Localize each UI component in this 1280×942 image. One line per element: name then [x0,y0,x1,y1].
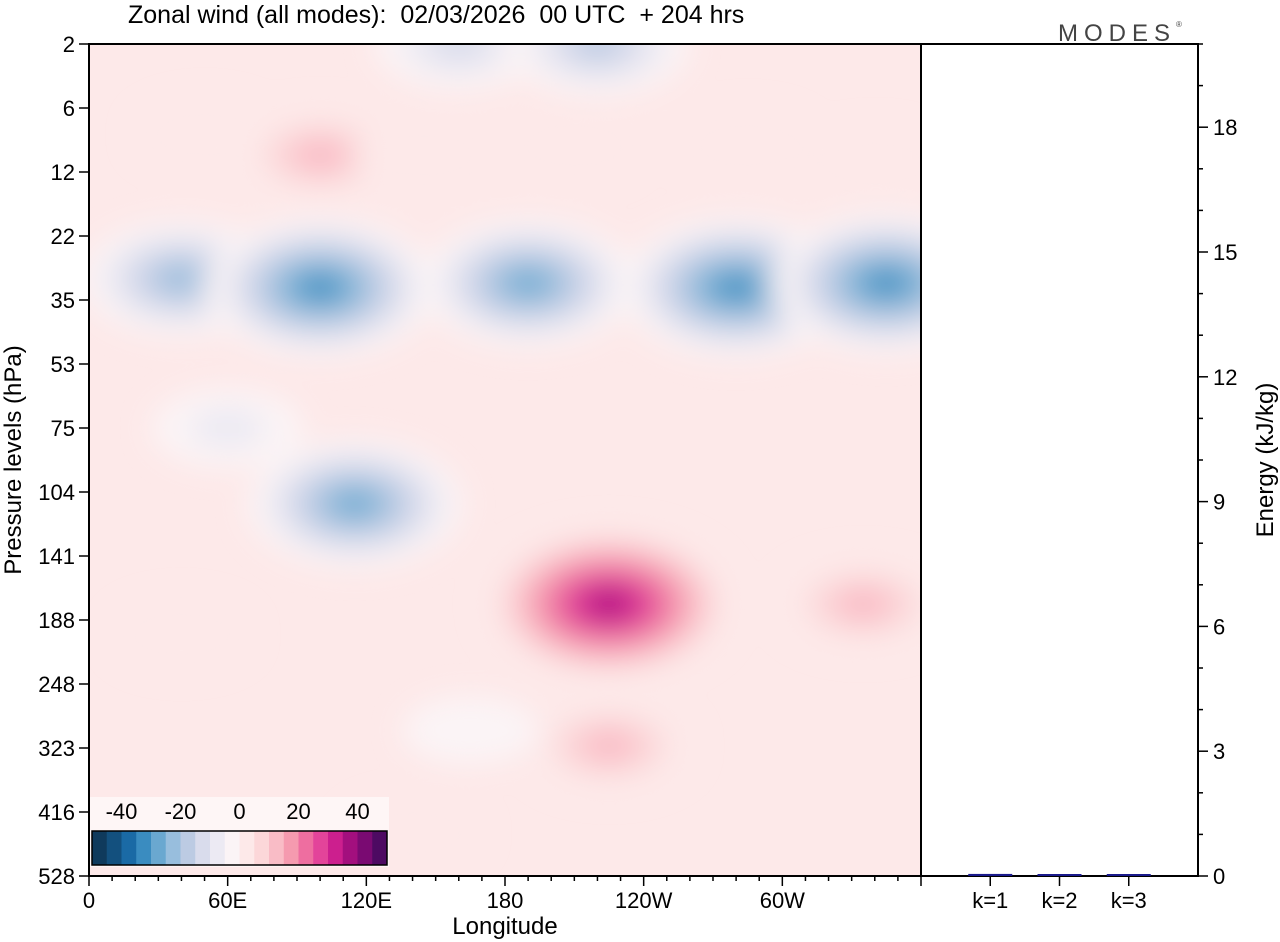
colorbar-swatch [269,831,285,865]
colorbar-swatch [121,831,137,865]
y-tick-label: 6 [63,96,75,121]
energy-frame [920,43,1199,877]
y-tick-label: 35 [51,288,75,313]
y-axis: 2 6 12 22 35 53 75 104 141 188 248 323 416 528 [38,32,89,889]
energy-tick-label: 6 [1213,614,1225,639]
energy-tick-label: 15 [1213,240,1237,265]
colorbar-label: -40 [106,799,138,824]
x-tick-label: 120W [615,888,673,913]
colorbar: -40 -20 0 20 40 [90,797,389,867]
colorbar-label: 40 [345,799,369,824]
y-tick-label: 416 [38,800,75,825]
colorbar-frame [91,830,388,866]
colorbar-swatch [372,831,388,865]
y-axis-label: Pressure levels (hPa) [0,345,27,574]
wind-contour-19-1 [402,696,539,765]
wind-contour-1-3 [292,139,349,171]
colorbar-swatch [151,831,167,865]
chart-title: Zonal wind (all modes): 02/03/2026 00 UT… [128,1,745,29]
wind-contour-12-7 [869,273,903,294]
energy-panel: 0 3 6 9 12 15 18 k=1 k=2 k=3 [920,43,1237,913]
colorbar-label: -20 [165,799,197,824]
colorbar-swatch [195,831,211,865]
y-tick-label: 53 [51,352,75,377]
x-axis-label: Longitude [452,913,557,940]
modes-logo: MODES® [1058,20,1182,48]
wind-contour-3-1 [506,111,643,180]
wind-contour-4-1 [679,111,816,180]
wind-contour-18-1 [113,600,250,669]
brand-text: MODES [1058,20,1177,47]
colorbar-swatch [224,831,240,865]
colorbar-swatch [254,831,270,865]
wind-contour-15-8 [593,594,625,614]
colorbar-swatch [165,831,181,865]
energy-category-label: k=2 [1041,888,1077,913]
colorbar-swatch [313,831,329,865]
energy-bar-k=2 [1037,874,1082,876]
wind-contour-8-5 [161,267,202,291]
energy-category-label: k=3 [1111,888,1147,913]
colorbar-swatch [92,831,108,865]
y-tick-label: 104 [38,480,75,505]
y-tick-label: 2 [63,32,75,57]
wind-contour-9-7 [303,277,337,298]
wind-contour-5-1 [806,129,921,198]
wind-contour-2-1 [356,121,493,190]
colorbar-swatch [328,831,344,865]
energy-bar-k=3 [1106,874,1151,876]
x-tick-label: 120E [341,888,392,913]
colorbar-swatch [106,831,122,865]
colorbar-swatch [180,831,196,865]
y-tick-label: 528 [38,864,75,889]
heatmap-area [89,44,921,876]
colorbar-swatch [298,831,314,865]
y-tick-label: 248 [38,672,75,697]
wind-contour-11-7 [719,277,753,298]
y-tick-label: 75 [51,416,75,441]
energy-tick-label: 9 [1213,490,1225,515]
colorbar-swatch [283,831,299,865]
wind-contour-10-6 [510,272,547,294]
x-axis: 0 60E 120E 180 120W 60W [83,876,922,913]
energy-tick-label: 12 [1213,365,1237,390]
colorbar-swatch [357,831,373,865]
x-tick-label: 0 [83,888,95,913]
wind-contour-16-3 [581,730,637,762]
colorbar-label: 0 [233,799,245,824]
energy-category-label: k=1 [972,888,1008,913]
colorbar-swatch [210,831,226,865]
colorbar-swatch [342,831,358,865]
wind-contour-17-3 [835,588,892,620]
colorbar-swatch [239,831,255,865]
energy-tick-label: 3 [1213,739,1225,764]
y-tick-label: 188 [38,608,75,633]
wind-contour-13-6 [336,493,373,515]
colorbar-label: 20 [286,799,310,824]
energy-bar-k=1 [968,873,1013,876]
wind-contour-6-3 [430,44,487,60]
registered-mark: ® [1176,20,1182,29]
y-tick-label: 323 [38,736,75,761]
energy-tick-label: 0 [1213,864,1225,889]
colorbar-swatch [136,831,152,865]
y-tick-label: 12 [51,160,75,185]
wind-contour-7-4 [574,44,621,57]
energy-tick-label: 18 [1213,115,1237,140]
x-tick-label: 60E [208,888,247,913]
x-tick-label: 180 [487,888,524,913]
energy-axis-label: Energy (kJ/kg) [1252,383,1279,538]
y-tick-label: 22 [51,224,75,249]
wind-contour-14-2 [189,408,266,448]
x-tick-label: 60W [760,888,805,913]
y-tick-label: 141 [38,544,75,569]
